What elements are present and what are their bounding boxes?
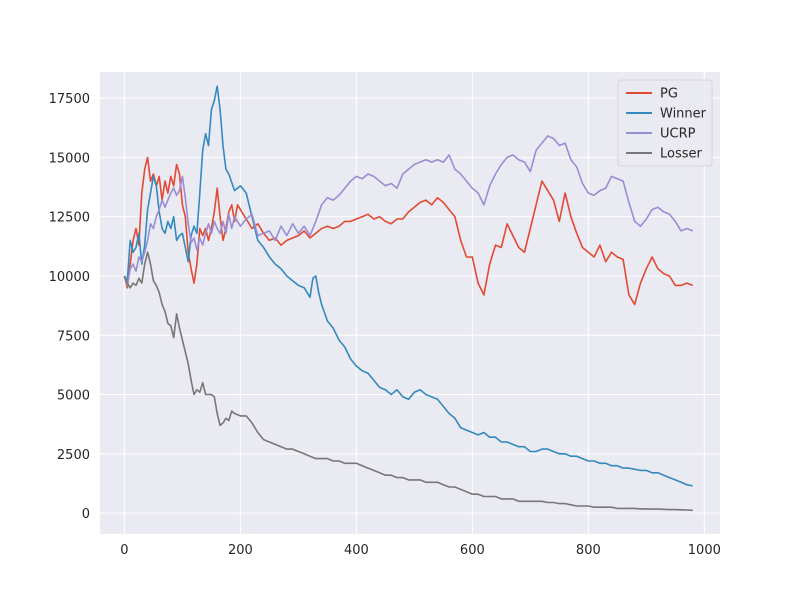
series-line-ucrp <box>123 135 694 287</box>
y-tick-label: 12500 <box>49 211 90 226</box>
x-tick-label: 600 <box>460 543 485 558</box>
y-tick-label: 17500 <box>49 92 90 107</box>
x-tick-label: 0 <box>120 543 128 558</box>
x-tick-label: 800 <box>576 543 601 558</box>
y-axis-ticks: 0 2500 5000 7500 10000 12500 15000 17500 <box>49 92 90 522</box>
y-tick-label: 5000 <box>57 389 90 404</box>
x-tick-label: 400 <box>344 543 369 558</box>
series-line-winner <box>123 85 693 487</box>
legend-label-pg: PG <box>660 87 678 102</box>
legend-label-winner: Winner <box>660 107 707 122</box>
y-tick-label: 2500 <box>57 448 90 463</box>
legend-label-ucrp: UCRP <box>660 127 696 142</box>
y-tick-label: 7500 <box>57 329 90 344</box>
y-tick-label: 10000 <box>49 270 90 285</box>
series-line-pg <box>123 156 693 306</box>
legend: PG Winner UCRP Losser <box>617 79 713 167</box>
y-tick-label: 0 <box>82 507 90 522</box>
x-axis-ticks: 0 200 400 600 800 1000 <box>120 543 721 558</box>
x-tick-label: 200 <box>228 543 253 558</box>
legend-box <box>617 79 713 167</box>
legend-label-losser: Losser <box>660 147 703 162</box>
y-tick-label: 15000 <box>49 151 90 166</box>
x-tick-label: 1000 <box>688 543 721 558</box>
series-line-losser <box>123 251 693 512</box>
series-layer <box>123 85 694 512</box>
